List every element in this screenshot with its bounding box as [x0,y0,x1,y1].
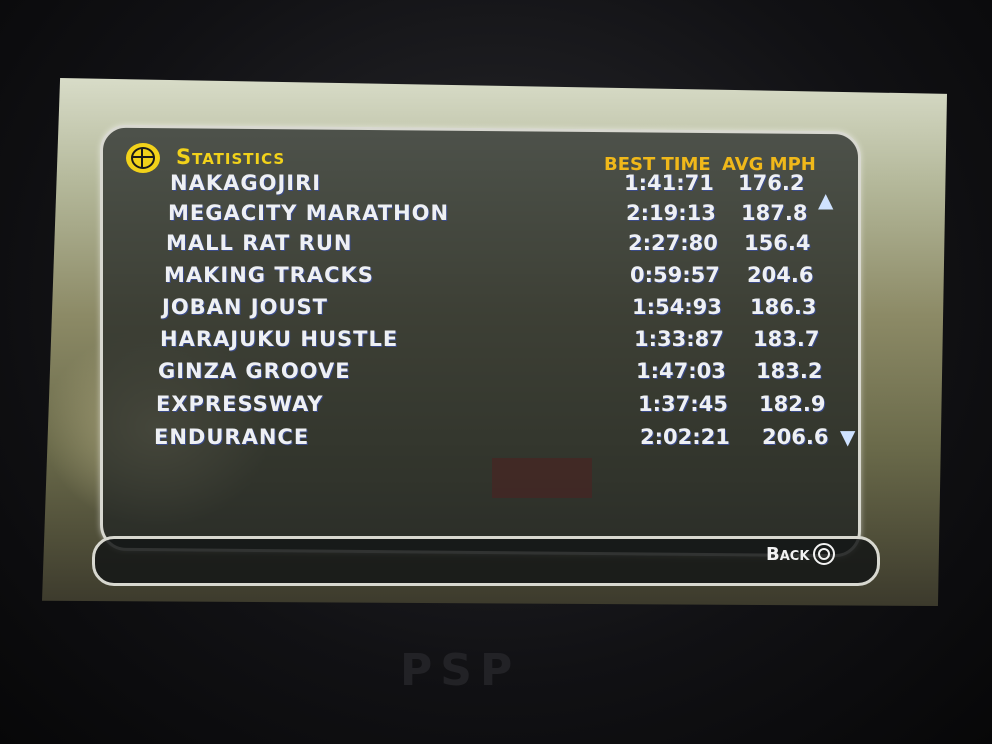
best-time: 0:59:57 [630,263,720,287]
avg-mph: 186.3 [750,295,817,319]
track-name: MAKING TRACKS [164,263,374,287]
best-time: 1:33:87 [634,327,724,351]
track-name: ENDURANCE [154,425,310,449]
track-name: NAKAGOJIRI [170,171,322,195]
track-name: MEGACITY MARATHON [168,201,450,225]
best-time: 1:47:03 [636,359,726,383]
track-name: HARAJUKU HUSTLE [160,327,399,351]
avg-mph: 204.6 [747,263,814,287]
avg-mph: 183.7 [753,327,820,351]
avg-mph: 206.6 [762,425,829,449]
best-time: 2:19:13 [626,201,716,225]
scroll-down-icon[interactable]: ▼ [840,425,856,449]
track-name: EXPRESSWAY [156,392,324,416]
back-label: Back [766,543,810,565]
best-time: 1:41:71 [624,171,714,195]
device-logo: PSP [400,645,521,696]
page-title: Statistics [176,145,286,169]
column-header-avg-mph: AVG MPH [722,154,816,175]
avg-mph: 176.2 [738,171,805,195]
back-button[interactable]: Back [766,543,836,565]
track-name: JOBAN JOUST [162,295,328,319]
best-time: 2:27:80 [628,231,718,255]
best-time: 1:54:93 [632,295,722,319]
avg-mph: 183.2 [756,359,823,383]
globe-icon [126,143,160,173]
scroll-up-icon[interactable]: ▲ [818,188,834,212]
avg-mph: 156.4 [744,231,811,255]
best-time: 2:02:21 [640,425,730,449]
circle-button-icon [813,543,836,565]
best-time: 1:37:45 [638,392,728,416]
track-name: MALL RAT RUN [166,231,353,255]
track-name: GINZA GROOVE [158,359,351,383]
avg-mph: 182.9 [759,392,826,416]
column-header-best-time: BEST TIME [604,154,711,175]
avg-mph: 187.8 [741,201,808,225]
footer-bar [92,536,880,586]
